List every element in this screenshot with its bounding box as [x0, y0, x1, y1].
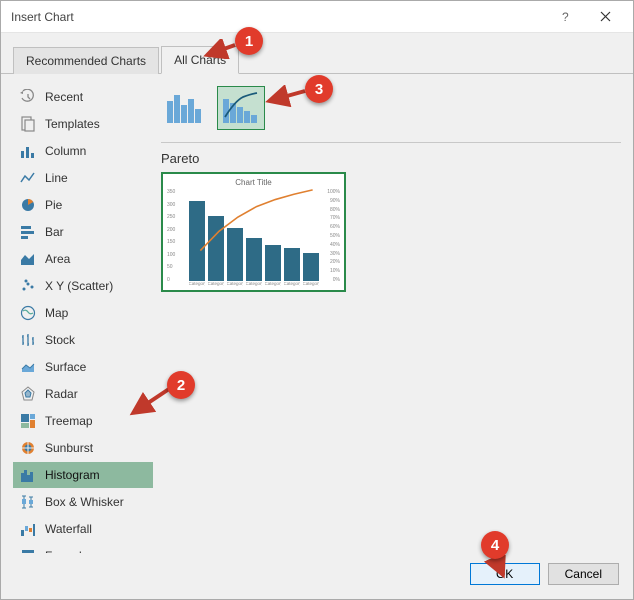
map-icon [19, 304, 37, 322]
dialog-footer: OK Cancel [1, 553, 633, 599]
preview-category-label: Category [303, 281, 319, 286]
sidebar-item-histogram[interactable]: Histogram [13, 462, 153, 488]
sidebar-item-label: Sunburst [45, 441, 93, 455]
sidebar-item-area[interactable]: Area [13, 246, 153, 272]
chart-preview[interactable]: Chart Title 350300250200150100500100%90%… [161, 172, 346, 292]
preview-category-label: Category [189, 281, 205, 286]
preview-category-label: Category [284, 281, 300, 286]
sidebar-item-label: Pie [45, 198, 62, 212]
sidebar-item-label: Area [45, 252, 70, 266]
callout-arrow-3 [263, 85, 307, 107]
divider [161, 142, 621, 143]
sidebar-item-label: Treemap [45, 414, 93, 428]
preview-plot: 350300250200150100500100%90%80%70%60%50%… [167, 189, 340, 281]
sidebar-item-line[interactable]: Line [13, 165, 153, 191]
dialog-titlebar: Insert Chart ? [1, 1, 633, 33]
column-icon [19, 142, 37, 160]
sidebar-item-label: Radar [45, 387, 78, 401]
preview-bar [189, 201, 205, 281]
sidebar-item-label: Column [45, 144, 86, 158]
boxwhisker-icon [19, 493, 37, 511]
insert-chart-dialog: Insert Chart ? Recommended Charts All Ch… [0, 0, 634, 600]
tab-label: Recommended Charts [26, 54, 146, 68]
preview-bar [284, 248, 300, 281]
callout-arrow-2 [127, 385, 171, 419]
subtype-thumbnails [161, 84, 621, 142]
callout-badge-1: 1 [235, 27, 263, 55]
preview-category-label: Category [265, 281, 281, 286]
recent-icon [19, 88, 37, 106]
callout-badge-4: 4 [481, 531, 509, 559]
area-icon [19, 250, 37, 268]
svg-text:?: ? [562, 11, 569, 23]
preview-bar [303, 253, 319, 281]
stock-icon [19, 331, 37, 349]
button-label: Cancel [565, 567, 602, 581]
sidebar-item-label: Histogram [45, 468, 100, 482]
sidebar-item-recent[interactable]: Recent [13, 84, 153, 110]
preview-category-label: Category [227, 281, 243, 286]
sidebar-item-pie[interactable]: Pie [13, 192, 153, 218]
sidebar-item-map[interactable]: Map [13, 300, 153, 326]
preview-bar [246, 238, 262, 281]
sidebar-item-label: Recent [45, 90, 83, 104]
sidebar-item-stock[interactable]: Stock [13, 327, 153, 353]
cancel-button[interactable]: Cancel [548, 563, 619, 585]
radar-icon [19, 385, 37, 403]
sidebar-item-label: Box & Whisker [45, 495, 124, 509]
sunburst-icon [19, 439, 37, 457]
preview-categories: CategoryCategoryCategoryCategoryCategory… [167, 281, 340, 286]
sidebar-item-label: Templates [45, 117, 100, 131]
surface-icon [19, 358, 37, 376]
help-button[interactable]: ? [545, 3, 585, 31]
callout-arrow-1 [201, 39, 237, 59]
chart-subtype-panel: Pareto Chart Title 350300250200150100500… [161, 84, 621, 553]
tab-recommended-charts[interactable]: Recommended Charts [13, 47, 159, 74]
preview-title: Chart Title [167, 178, 340, 187]
subtype-pareto[interactable] [217, 86, 265, 130]
treemap-icon [19, 412, 37, 430]
sidebar-item-label: Line [45, 171, 68, 185]
sidebar-item-label: X Y (Scatter) [45, 279, 113, 293]
sidebar-item-label: Surface [45, 360, 86, 374]
templates-icon [19, 115, 37, 133]
bar-icon [19, 223, 37, 241]
preview-bar [227, 228, 243, 281]
chart-category-list: Recent Templates Column Line Pie Bar Area X Y (… [13, 84, 153, 553]
sidebar-item-boxwhisker[interactable]: Box & Whisker [13, 489, 153, 515]
preview-category-label: Category [246, 281, 262, 286]
dialog-body: Recent Templates Column Line Pie Bar Area X Y (… [1, 74, 633, 553]
sidebar-item-label: Bar [45, 225, 64, 239]
subtype-title: Pareto [161, 151, 621, 166]
sidebar-item-column[interactable]: Column [13, 138, 153, 164]
sidebar-item-label: Stock [45, 333, 75, 347]
scatter-icon [19, 277, 37, 295]
histogram-icon [19, 466, 37, 484]
sidebar-item-scatter[interactable]: X Y (Scatter) [13, 273, 153, 299]
callout-badge-2: 2 [167, 371, 195, 399]
pie-icon [19, 196, 37, 214]
sidebar-item-label: Waterfall [45, 522, 92, 536]
preview-bar [265, 245, 281, 281]
callout-badge-3: 3 [305, 75, 333, 103]
sidebar-item-surface[interactable]: Surface [13, 354, 153, 380]
preview-bar [208, 216, 224, 281]
sidebar-item-label: Map [45, 306, 68, 320]
close-button[interactable] [585, 3, 625, 31]
sidebar-item-funnel[interactable]: Funnel [13, 543, 153, 553]
line-icon [19, 169, 37, 187]
preview-category-label: Category [208, 281, 224, 286]
tab-strip: Recommended Charts All Charts [1, 33, 633, 74]
sidebar-item-templates[interactable]: Templates [13, 111, 153, 137]
sidebar-item-waterfall[interactable]: Waterfall [13, 516, 153, 542]
sidebar-item-sunburst[interactable]: Sunburst [13, 435, 153, 461]
subtype-histogram[interactable] [161, 86, 209, 130]
waterfall-icon [19, 520, 37, 538]
dialog-title: Insert Chart [11, 10, 545, 24]
sidebar-item-bar[interactable]: Bar [13, 219, 153, 245]
